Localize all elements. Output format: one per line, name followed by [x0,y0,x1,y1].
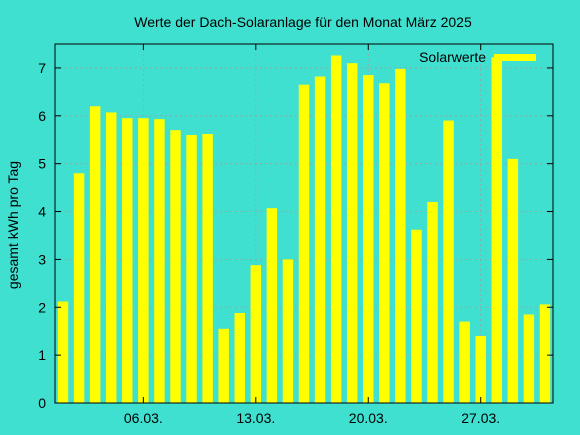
x-tick-label: 20.03. [349,410,388,426]
bar [491,57,502,403]
plot-frame [54,43,554,404]
bar [459,321,470,403]
bar [57,301,69,403]
grid [55,44,553,403]
bar [475,335,486,403]
bar [507,158,519,403]
bar [427,201,438,403]
bar [395,68,406,404]
legend: Solarwerte [419,49,536,65]
chart-title: Werte der Dach-Solaranlage für den Monat… [134,14,472,30]
legend-label: Solarwerte [419,49,486,65]
bar [234,313,245,403]
bar [523,314,535,403]
bar [346,63,358,403]
y-tick-label: 0 [38,395,46,411]
bar [202,133,213,404]
x-tick-label: 06.03. [124,410,163,426]
bar [443,120,454,403]
y-tick-label: 3 [38,251,46,267]
y-tick-label: 2 [38,299,46,315]
bar [89,106,101,403]
legend-swatch [494,54,536,61]
bar [218,328,229,403]
y-tick-label: 4 [38,204,46,220]
bar-series [57,55,551,404]
y-tick-label: 1 [38,347,46,363]
y-tick-label: 6 [38,108,46,124]
bar [106,112,117,403]
y-tick-label: 5 [38,156,46,172]
bar [73,173,85,403]
bar [122,118,133,404]
bar [298,84,310,403]
bar [314,76,326,404]
bar [138,118,149,404]
y-tick-label: 7 [38,60,46,76]
bar [154,119,165,403]
bar [411,229,422,403]
axes: 0 1 2 3 4 5 6 7 06.03. 13.03. 20.03. 27.03. [38,43,554,426]
bar [170,130,181,403]
bar [330,55,342,403]
x-tick-label: 27.03. [461,410,500,426]
bar [266,208,278,403]
bar [379,83,390,403]
bar [250,265,262,403]
bar [539,304,551,403]
y-axis-label: gesamt kWh pro Tag [5,161,21,289]
bar [282,259,294,403]
bar [363,75,374,403]
x-tick-label: 13.03. [236,410,275,426]
bar [186,134,197,404]
